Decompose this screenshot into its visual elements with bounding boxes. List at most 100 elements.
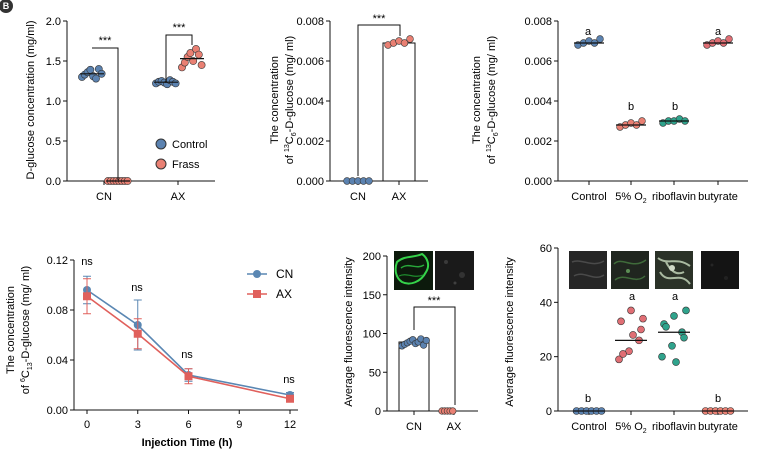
p1-point-frass bbox=[197, 61, 206, 69]
p4-marks: 0 3 6 9 12 bbox=[74, 275, 298, 431]
p3-letter-control: a bbox=[585, 26, 592, 38]
p3-ylabel-line1: The concentration bbox=[471, 56, 483, 144]
p6-point bbox=[627, 306, 635, 315]
p6-micrograph-o2 bbox=[611, 251, 649, 289]
p2-xtick-ax: AX bbox=[392, 191, 407, 203]
p6-letter-riboflavin: a bbox=[672, 291, 679, 303]
p1-bracket-cn bbox=[92, 47, 119, 180]
p6-point bbox=[637, 325, 645, 334]
p1-xtick-ax: AX bbox=[171, 191, 186, 203]
p6-micrograph-butyrate bbox=[701, 251, 739, 289]
p4-xtick-label: 12 bbox=[284, 419, 296, 431]
p4-point-ax bbox=[133, 329, 142, 338]
p4-ytick-label: 0.08 bbox=[47, 305, 68, 317]
p5-micrograph-cn bbox=[394, 251, 433, 290]
p6-point bbox=[662, 322, 670, 331]
p4-legend-cn: CN bbox=[276, 267, 293, 281]
p5-xtick-ax: AX bbox=[447, 421, 462, 433]
p6-point bbox=[619, 350, 627, 358]
p6-point bbox=[668, 341, 676, 350]
p2-ytick-label: 0.000 bbox=[296, 176, 324, 188]
p3-point bbox=[638, 117, 646, 125]
panel-label-group: B bbox=[0, 0, 13, 13]
p6-xtick-riboflavin: riboflavin bbox=[652, 421, 696, 433]
p4-legend-cn-marker bbox=[253, 270, 261, 278]
p1-point-frass bbox=[186, 49, 195, 57]
p6-ytick-label: 40 bbox=[540, 297, 552, 309]
p2-sig: *** bbox=[373, 13, 387, 25]
p4-ytick-label: 0.00 bbox=[47, 405, 68, 417]
p4-line-cn bbox=[86, 289, 291, 396]
chart-injection-time: The concentration of 6C13-D-glucose (mg/… bbox=[5, 255, 298, 449]
p5-ytick-label: 200 bbox=[363, 251, 381, 263]
p6-point bbox=[658, 352, 666, 361]
p6-point bbox=[617, 317, 625, 326]
p6-letter-control: b bbox=[585, 393, 591, 405]
p6-point bbox=[639, 314, 647, 323]
p3-yticks: 0.000 0.002 0.004 0.006 0.008 bbox=[524, 16, 559, 188]
p4-line-ax bbox=[86, 295, 291, 400]
p6-letter-butyrate: b bbox=[715, 393, 721, 405]
p5-bar bbox=[398, 341, 430, 412]
p3-point bbox=[725, 35, 733, 43]
chart-fluorescence-cn-ax: Average fluorescence intensity 0 50 100 150… bbox=[343, 251, 478, 433]
p3-ytick-label: 0.008 bbox=[524, 16, 552, 28]
p3-xtick-butyrate: butyrate bbox=[698, 191, 738, 203]
p5-ytick-label: 100 bbox=[363, 329, 381, 341]
p3-ytick-label: 0.000 bbox=[524, 176, 552, 188]
panel-label-badge bbox=[0, 0, 13, 13]
p1-legend-frass: Frass bbox=[172, 159, 200, 171]
p4-point-ax bbox=[286, 394, 294, 403]
p4-ns-12: ns bbox=[283, 374, 295, 386]
panel-label: B bbox=[3, 1, 10, 11]
p6-point bbox=[682, 306, 690, 315]
p6-point bbox=[672, 358, 680, 366]
p1-sig-cn: *** bbox=[99, 35, 113, 47]
p3-point bbox=[596, 35, 604, 43]
p2-ytick-label: 0.004 bbox=[296, 96, 324, 108]
p3-letter-o2: b bbox=[628, 101, 634, 113]
p1-yticks: 0.0 0.5 1.0 1.5 2.0 bbox=[46, 16, 68, 188]
p5-point bbox=[422, 336, 430, 345]
p6-ytick-label: 0 bbox=[546, 406, 552, 418]
p5-yticks: 0 50 100 150 200 bbox=[363, 251, 388, 418]
p6-point bbox=[629, 331, 637, 339]
p2-point bbox=[400, 39, 409, 47]
p4-ytick-label: 0.04 bbox=[47, 355, 68, 367]
p1-ytick-label: 0.5 bbox=[46, 136, 61, 148]
p5-point bbox=[449, 407, 457, 415]
p6-yticks: 0 20 40 60 bbox=[540, 243, 559, 418]
p6-letter-o2: a bbox=[629, 291, 636, 303]
p4-ylabel-line1: The concentration bbox=[5, 286, 17, 374]
p3-ytick-label: 0.006 bbox=[524, 56, 552, 68]
p6-xtick-butyrate: butyrate bbox=[698, 421, 738, 433]
p6-micrograph-riboflavin bbox=[655, 251, 693, 289]
p3-ytick-label: 0.002 bbox=[524, 136, 552, 148]
p4-xlabel: Injection Time (h) bbox=[142, 437, 233, 449]
p1-ytick-label: 1.5 bbox=[46, 56, 61, 68]
p3-ylabel-line2: of 13C6-D-glucose (mg/ ml) bbox=[486, 36, 500, 164]
p3-ytick-label: 0.004 bbox=[524, 96, 552, 108]
p5-marks bbox=[387, 335, 478, 415]
p6-point bbox=[615, 355, 623, 364]
p3-letter-riboflavin: b bbox=[672, 101, 678, 113]
p2-point bbox=[365, 177, 373, 185]
p4-xtick-label: 3 bbox=[135, 419, 141, 431]
p1-ylabel: D-glucose concentration (mg/ml) bbox=[25, 21, 37, 180]
p5-ytick-label: 150 bbox=[363, 290, 381, 302]
p6-ylabel: Average fluorescence intensity bbox=[504, 257, 516, 407]
p2-bar bbox=[382, 42, 416, 182]
p5-ytick-label: 0 bbox=[375, 406, 381, 418]
p2-ylabel-line1: The concentration bbox=[269, 56, 281, 144]
p5-ytick-label: 50 bbox=[369, 367, 381, 379]
p4-ytick-label: 0.12 bbox=[47, 255, 68, 267]
p4-xtick-label: 6 bbox=[185, 419, 191, 431]
p5-micrograph-ax bbox=[435, 251, 474, 290]
p5-bracket bbox=[413, 306, 456, 405]
p4-point-ax bbox=[184, 372, 193, 381]
p2-ytick-label: 0.002 bbox=[296, 136, 324, 148]
p6-point bbox=[670, 312, 678, 320]
p2-yticks: 0.000 0.002 0.004 0.006 0.008 bbox=[296, 16, 331, 188]
p4-ns-6: ns bbox=[181, 349, 193, 361]
p5-ylabel: Average fluorescence intensity bbox=[343, 257, 355, 407]
